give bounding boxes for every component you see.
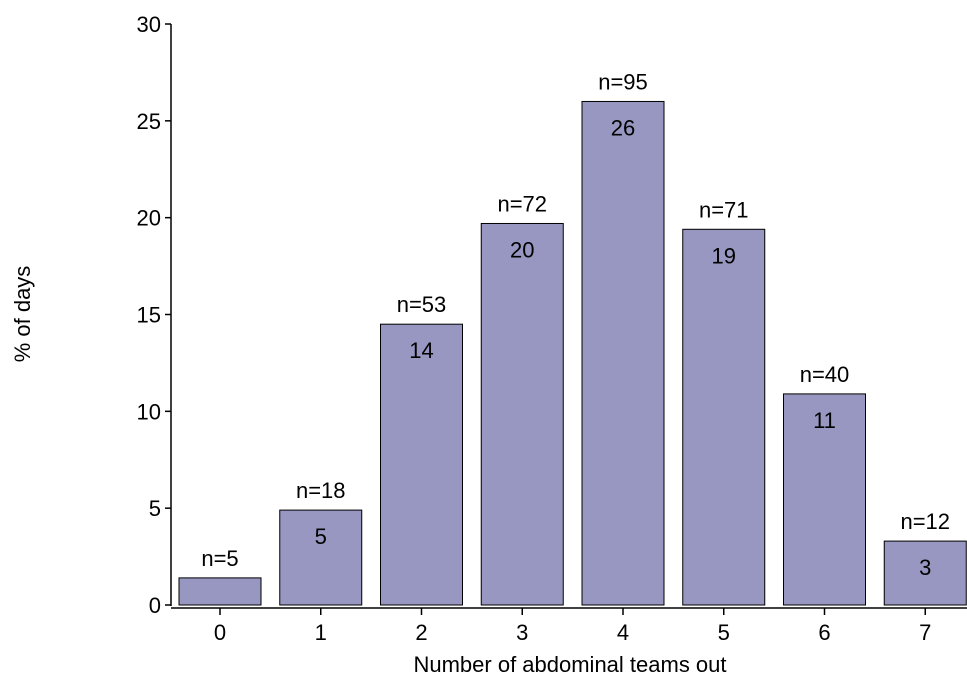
y-tick-label: 25 (137, 109, 161, 134)
bar (581, 100, 665, 606)
bar (783, 393, 866, 606)
bar (380, 323, 463, 606)
y-tick-label: 5 (149, 496, 161, 521)
x-tick-label: 3 (516, 620, 528, 645)
bar-count-label: n=71 (699, 197, 749, 222)
bar-value-label: 20 (510, 237, 534, 262)
y-tick-label: 10 (137, 399, 161, 424)
y-tick-label: 20 (137, 206, 161, 231)
x-tick-label: 1 (315, 620, 327, 645)
x-axis-title: Number of abdominal teams out (413, 652, 726, 677)
x-axis: 0 1 2 3 4 5 6 7 (171, 607, 967, 645)
x-tick-label: 5 (718, 620, 730, 645)
bar-count-label: n=40 (800, 362, 850, 387)
x-tick-label: 0 (214, 620, 226, 645)
x-tick-label: 6 (818, 620, 830, 645)
bar (480, 222, 564, 606)
x-tick-label: 2 (415, 620, 427, 645)
bar-value-label: 5 (315, 524, 327, 549)
bar-count-label: n=18 (296, 478, 346, 503)
x-tick-label: 7 (919, 620, 931, 645)
bar-value-label: 26 (611, 115, 635, 140)
x-tick-label: 4 (617, 620, 629, 645)
bar (682, 228, 766, 606)
y-tick-label: 15 (137, 303, 161, 328)
bar-count-label: n=5 (201, 546, 238, 571)
bar-count-label: n=72 (497, 191, 547, 216)
bar-value-label: 14 (409, 338, 433, 363)
bars-group: n=5 n=18 5 n=53 14 n=72 20 n=95 26 n=71 19 n=40 11 n=… (178, 69, 967, 606)
y-axis: 0 5 10 15 20 25 30 (137, 12, 172, 618)
bar (883, 540, 967, 606)
y-tick-label: 30 (137, 12, 161, 37)
bar-count-label: n=53 (397, 292, 447, 317)
bar (279, 509, 363, 606)
bar-count-label: n=95 (598, 69, 648, 94)
bar-value-label: 19 (712, 243, 736, 268)
bar (178, 577, 262, 606)
y-axis-title: % of days (10, 266, 35, 363)
y-tick-label: 0 (149, 593, 161, 618)
bar-value-label: 3 (919, 555, 931, 580)
bar-value-label: 11 (813, 408, 836, 433)
bar-count-label: n=12 (900, 509, 950, 534)
